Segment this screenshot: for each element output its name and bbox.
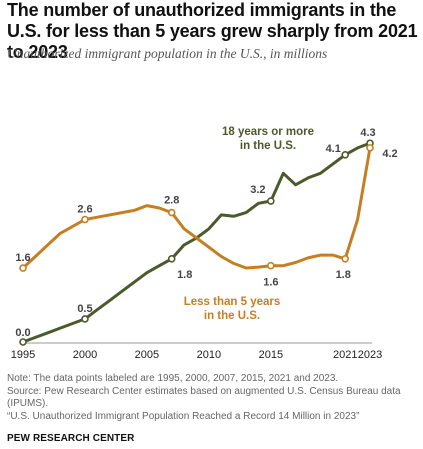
data-label: 4.3 xyxy=(360,127,375,139)
series-line-18-plus-years xyxy=(21,141,372,344)
footer-note: Note: The data points labeled are 1995, … xyxy=(7,373,339,384)
data-label: 1.6 xyxy=(15,252,30,264)
series-label: in the U.S. xyxy=(240,140,296,152)
chart-subtitle: Unauthorized immigrant population in the… xyxy=(7,46,328,61)
series-label: in the U.S. xyxy=(204,310,260,322)
series-line-under-5-years xyxy=(21,146,372,270)
x-tick-label: 2015 xyxy=(259,349,283,361)
data-label: 3.2 xyxy=(250,184,265,196)
data-point-marker xyxy=(366,144,374,152)
footer-source-line-2: (IPUMS). xyxy=(7,398,49,409)
data-label: 1.8 xyxy=(177,269,192,281)
data-point-marker xyxy=(341,255,350,263)
data-label: 2.8 xyxy=(164,195,179,207)
data-point-marker xyxy=(267,261,275,270)
series-label: Less than 5 years xyxy=(184,296,281,308)
data-point-marker xyxy=(341,151,350,159)
data-point-marker xyxy=(267,197,275,205)
chart-title: The number of unauthorized immigrants in… xyxy=(7,0,418,62)
series-label: 18 years or more xyxy=(222,126,314,138)
x-tick-label: 2005 xyxy=(135,349,159,361)
x-tick-label: 2023 xyxy=(358,349,382,361)
brand-logo-text: PEW RESEARCH CENTER xyxy=(7,433,135,444)
chart-footer: Note: The data points labeled are 1995, … xyxy=(7,373,419,423)
data-point-marker xyxy=(19,338,27,346)
footer-report-title: “U.S. Unauthorized Immigrant Population … xyxy=(7,410,360,422)
data-point-marker xyxy=(81,215,89,224)
data-label: 1.6 xyxy=(263,277,278,289)
x-tick-label: 2010 xyxy=(197,349,221,361)
x-tick-label: 2021 xyxy=(333,349,357,361)
data-label: 4.2 xyxy=(382,148,397,160)
data-point-marker xyxy=(81,315,89,323)
line-chart: 1995 2000 2005 2010 2015 2021 2023 0.0 0.5 1.8 3.2… xyxy=(11,126,398,361)
data-point-marker xyxy=(167,208,176,217)
x-tick-label: 1995 xyxy=(11,349,35,361)
data-label: 4.1 xyxy=(326,143,341,155)
data-label: 1.8 xyxy=(336,269,351,281)
data-label: 0.0 xyxy=(15,327,30,339)
data-point-marker xyxy=(167,255,176,263)
data-label: 2.6 xyxy=(77,204,92,216)
x-tick-label: 2000 xyxy=(73,349,97,361)
data-label: 0.5 xyxy=(77,303,92,315)
data-point-marker xyxy=(19,264,27,272)
footer-source-line-1: Source: Pew Research Center estimates ba… xyxy=(7,385,401,397)
